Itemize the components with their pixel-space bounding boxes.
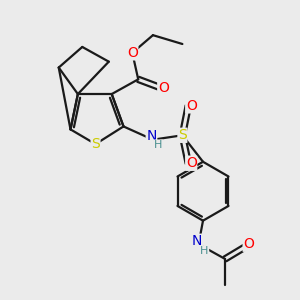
Text: O: O	[186, 99, 197, 113]
Text: O: O	[186, 156, 197, 170]
Text: S: S	[91, 137, 100, 151]
Text: N: N	[192, 234, 202, 248]
Text: H: H	[200, 246, 209, 256]
Text: O: O	[158, 81, 169, 95]
Text: O: O	[243, 237, 254, 251]
Text: N: N	[146, 129, 157, 143]
Text: S: S	[178, 128, 187, 142]
Text: H: H	[154, 140, 162, 150]
Text: O: O	[127, 46, 138, 60]
